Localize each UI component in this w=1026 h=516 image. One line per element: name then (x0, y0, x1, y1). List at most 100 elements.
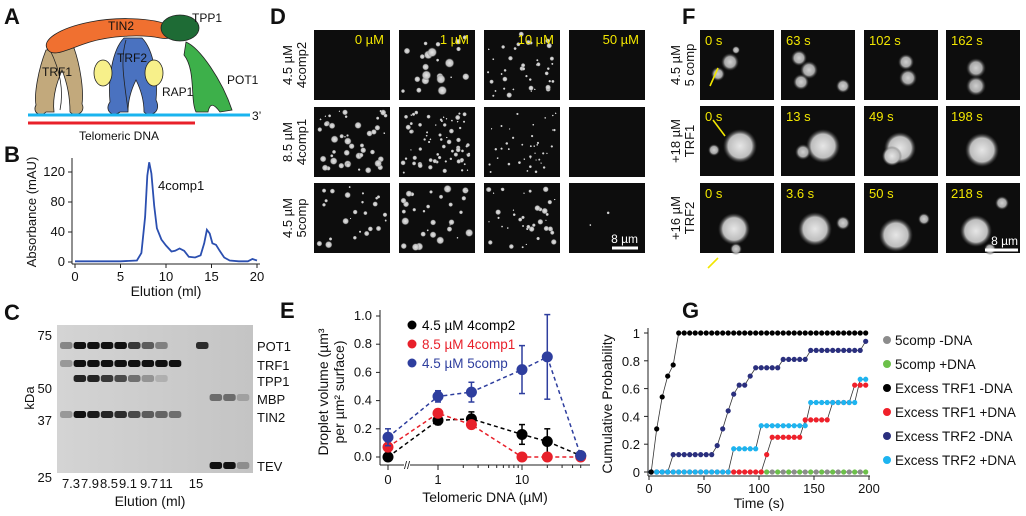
legend-marker (407, 358, 417, 368)
droplet (486, 186, 492, 193)
data-point (670, 362, 676, 368)
droplet (427, 47, 438, 58)
data-point (382, 441, 394, 453)
droplet (549, 56, 555, 61)
rap1-right-shape (144, 59, 164, 87)
droplet (448, 128, 455, 134)
data-point (676, 452, 682, 458)
droplet (419, 53, 425, 60)
data-point (830, 330, 836, 336)
micrograph-image (399, 30, 475, 100)
concentration-label: 50 µM (603, 32, 639, 47)
droplet (529, 144, 533, 148)
mw-marker-label: 50 (38, 381, 52, 396)
droplet (486, 70, 490, 74)
droplet (535, 64, 538, 66)
droplet (324, 198, 329, 203)
data-point (791, 434, 797, 440)
droplet (420, 231, 426, 237)
gel-band (60, 360, 73, 367)
lane-label: 7.9 (81, 476, 99, 491)
gel-band (141, 342, 155, 349)
legend-marker (883, 456, 891, 464)
micrograph-image (569, 183, 645, 253)
droplet (532, 123, 535, 126)
droplet (425, 131, 429, 134)
data-point (382, 431, 394, 443)
data-point (819, 330, 825, 336)
series-line (387, 355, 582, 456)
data-point (857, 330, 863, 336)
row-label-line2: TRF1 (682, 125, 697, 158)
droplet (521, 245, 524, 249)
data-point (703, 469, 709, 475)
gel-band (141, 411, 155, 418)
data-point (841, 347, 847, 353)
droplet (502, 76, 508, 82)
gel-band (196, 342, 209, 349)
data-point (465, 419, 477, 431)
lane-label: 7.3 (62, 476, 80, 491)
data-point (753, 330, 759, 336)
legend-label: Excess TRF2 -DNA (895, 429, 1013, 444)
data-point (857, 382, 863, 388)
cumulative-probability-chart: 0 0.2 0.4 0.6 0.8 1 0 50 100 150 200 5comp -DNA 5com… (599, 326, 1016, 511)
droplet (508, 243, 515, 250)
y-axis-label: Cumulative Probability (599, 334, 615, 473)
gel-band (114, 342, 127, 349)
gel-band (155, 375, 168, 382)
droplet (495, 209, 502, 216)
droplet (375, 116, 380, 120)
droplet (442, 168, 448, 174)
data-point (780, 434, 786, 440)
x-axis-label: Elution (ml) (115, 493, 186, 509)
droplet (352, 209, 358, 215)
data-point (797, 434, 803, 440)
droplet (528, 165, 533, 169)
data-point (797, 330, 803, 336)
legend-marker (883, 432, 891, 440)
droplet (507, 147, 510, 151)
droplet (375, 225, 382, 232)
gel-band (236, 394, 250, 401)
gel-band (73, 360, 87, 367)
data-point (687, 452, 693, 458)
data-point (670, 452, 676, 458)
data-point (742, 469, 748, 475)
droplet (467, 152, 471, 156)
y-tick-label: 0 (58, 254, 65, 269)
data-point (432, 390, 444, 402)
droplet (324, 115, 327, 118)
droplet (411, 161, 417, 166)
data-point (786, 434, 792, 440)
droplet (487, 239, 493, 245)
time-label: 198 s (951, 109, 983, 124)
droplet (432, 158, 438, 164)
data-point (648, 469, 654, 475)
droplet (506, 92, 513, 99)
droplet (806, 129, 840, 163)
droplet (462, 111, 467, 117)
data-point (813, 469, 819, 475)
scale-bar-label: 8 µm (611, 232, 638, 246)
droplet (360, 200, 365, 204)
gel-band (155, 342, 168, 349)
droplet (440, 119, 444, 123)
droplet (426, 114, 431, 119)
series-line (650, 332, 866, 473)
droplet (338, 162, 345, 169)
time-label: 0 s (705, 109, 723, 124)
lane-label: 11 (159, 476, 173, 491)
micrograph-image (314, 30, 390, 100)
droplet (343, 149, 351, 157)
droplet (528, 155, 533, 159)
droplet (550, 145, 554, 148)
data-point (541, 351, 553, 363)
gel-band (114, 360, 127, 367)
data-point (819, 469, 825, 475)
droplet (436, 236, 445, 245)
data-point (742, 446, 748, 452)
droplet (430, 219, 437, 226)
